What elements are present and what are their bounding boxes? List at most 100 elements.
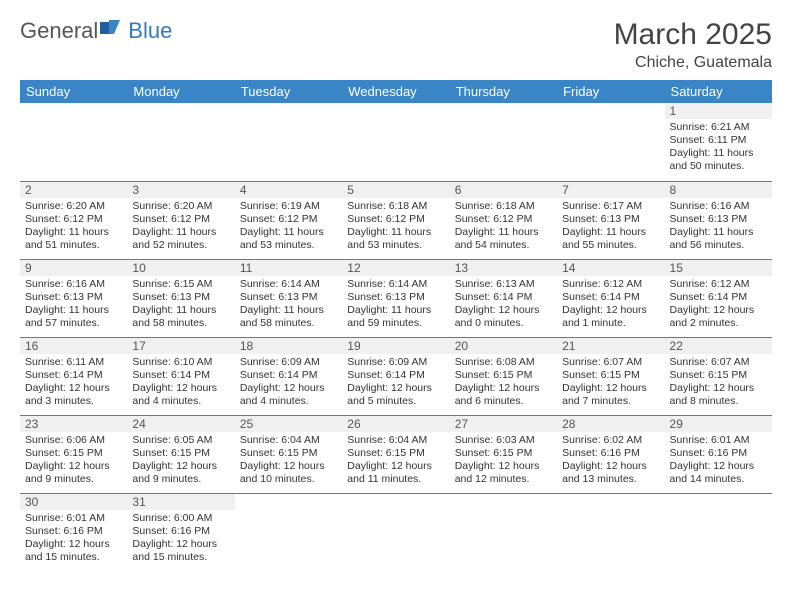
- day-info: Sunrise: 6:07 AMSunset: 6:15 PMDaylight:…: [562, 356, 659, 409]
- daylight-text: Daylight: 11 hours and 58 minutes.: [132, 304, 229, 330]
- sunrise-text: Sunrise: 6:05 AM: [132, 434, 229, 447]
- calendar-day-cell: [450, 103, 557, 181]
- calendar-week-row: 9 Sunrise: 6:16 AMSunset: 6:13 PMDaylight…: [20, 259, 772, 337]
- sunrise-text: Sunrise: 6:16 AM: [25, 278, 122, 291]
- calendar-day-cell: 29Sunrise: 6:01 AMSunset: 6:16 PMDayligh…: [665, 415, 772, 493]
- day-info: Sunrise: 6:04 AMSunset: 6:15 PMDaylight:…: [347, 434, 444, 487]
- daylight-text: Daylight: 11 hours and 55 minutes.: [562, 226, 659, 252]
- daylight-text: Daylight: 11 hours and 52 minutes.: [132, 226, 229, 252]
- sunrise-text: Sunrise: 6:04 AM: [240, 434, 337, 447]
- sunset-text: Sunset: 6:12 PM: [347, 213, 444, 226]
- sunrise-text: Sunrise: 6:06 AM: [25, 434, 122, 447]
- day-number: 2: [20, 182, 127, 198]
- calendar-day-cell: 19 Sunrise: 6:09 AMSunset: 6:14 PMDayligh…: [342, 337, 449, 415]
- sunrise-text: Sunrise: 6:08 AM: [455, 356, 552, 369]
- day-info: Sunrise: 6:20 AMSunset: 6:12 PMDaylight:…: [25, 200, 122, 253]
- day-number: 1: [665, 103, 772, 119]
- day-number: 14: [557, 260, 664, 276]
- calendar-day-cell: 17 Sunrise: 6:10 AMSunset: 6:14 PMDayligh…: [127, 337, 234, 415]
- calendar-day-cell: 2 Sunrise: 6:20 AMSunset: 6:12 PMDaylight…: [20, 181, 127, 259]
- sunset-text: Sunset: 6:15 PM: [670, 369, 767, 382]
- day-info: Sunrise: 6:10 AMSunset: 6:14 PMDaylight:…: [132, 356, 229, 409]
- weekday-header: Thursday: [450, 80, 557, 103]
- sunset-text: Sunset: 6:15 PM: [562, 369, 659, 382]
- day-number: 5: [342, 182, 449, 198]
- location: Chiche, Guatemala: [614, 54, 772, 72]
- daylight-text: Daylight: 12 hours and 10 minutes.: [240, 460, 337, 486]
- sunset-text: Sunset: 6:12 PM: [132, 213, 229, 226]
- day-info: Sunrise: 6:08 AMSunset: 6:15 PMDaylight:…: [455, 356, 552, 409]
- month-title: March 2025: [614, 18, 772, 52]
- weekday-header: Wednesday: [342, 80, 449, 103]
- day-info: Sunrise: 6:12 AMSunset: 6:14 PMDaylight:…: [562, 278, 659, 331]
- day-info: Sunrise: 6:09 AMSunset: 6:14 PMDaylight:…: [347, 356, 444, 409]
- calendar-day-cell: 4Sunrise: 6:19 AMSunset: 6:12 PMDaylight…: [235, 181, 342, 259]
- sunrise-text: Sunrise: 6:09 AM: [240, 356, 337, 369]
- calendar-day-cell: 24Sunrise: 6:05 AMSunset: 6:15 PMDayligh…: [127, 415, 234, 493]
- calendar-day-cell: [20, 103, 127, 181]
- day-number: 25: [235, 416, 342, 432]
- daylight-text: Daylight: 11 hours and 56 minutes.: [670, 226, 767, 252]
- day-info: Sunrise: 6:06 AMSunset: 6:15 PMDaylight:…: [25, 434, 122, 487]
- day-info: Sunrise: 6:01 AMSunset: 6:16 PMDaylight:…: [25, 512, 122, 565]
- calendar-day-cell: 26 Sunrise: 6:04 AMSunset: 6:15 PMDayligh…: [342, 415, 449, 493]
- calendar-day-cell: 30Sunrise: 6:01 AMSunset: 6:16 PMDayligh…: [20, 493, 127, 571]
- daylight-text: Daylight: 11 hours and 53 minutes.: [240, 226, 337, 252]
- daylight-text: Daylight: 12 hours and 9 minutes.: [25, 460, 122, 486]
- calendar-day-cell: 1Sunrise: 6:21 AMSunset: 6:11 PMDaylight…: [665, 103, 772, 181]
- day-number: 23: [20, 416, 127, 432]
- day-info: Sunrise: 6:07 AMSunset: 6:15 PMDaylight:…: [670, 356, 767, 409]
- calendar-day-cell: 7Sunrise: 6:17 AMSunset: 6:13 PMDaylight…: [557, 181, 664, 259]
- sunrise-text: Sunrise: 6:10 AM: [132, 356, 229, 369]
- daylight-text: Daylight: 11 hours and 50 minutes.: [670, 147, 767, 173]
- sunrise-text: Sunrise: 6:09 AM: [347, 356, 444, 369]
- sunrise-text: Sunrise: 6:12 AM: [670, 278, 767, 291]
- calendar-day-cell: 8Sunrise: 6:16 AMSunset: 6:13 PMDaylight…: [665, 181, 772, 259]
- day-info: Sunrise: 6:04 AMSunset: 6:15 PMDaylight:…: [240, 434, 337, 487]
- weekday-header: Tuesday: [235, 80, 342, 103]
- daylight-text: Daylight: 12 hours and 14 minutes.: [670, 460, 767, 486]
- weekday-header: Monday: [127, 80, 234, 103]
- flag-icon: [100, 18, 126, 44]
- daylight-text: Daylight: 12 hours and 8 minutes.: [670, 382, 767, 408]
- sunset-text: Sunset: 6:15 PM: [240, 447, 337, 460]
- day-info: Sunrise: 6:16 AMSunset: 6:13 PMDaylight:…: [25, 278, 122, 331]
- sunset-text: Sunset: 6:12 PM: [455, 213, 552, 226]
- sunrise-text: Sunrise: 6:04 AM: [347, 434, 444, 447]
- day-number: 31: [127, 494, 234, 510]
- day-info: Sunrise: 6:16 AMSunset: 6:13 PMDaylight:…: [670, 200, 767, 253]
- day-number: 26: [342, 416, 449, 432]
- sunset-text: Sunset: 6:13 PM: [562, 213, 659, 226]
- sunset-text: Sunset: 6:12 PM: [240, 213, 337, 226]
- day-number: 22: [665, 338, 772, 354]
- day-number: 17: [127, 338, 234, 354]
- day-info: Sunrise: 6:01 AMSunset: 6:16 PMDaylight:…: [670, 434, 767, 487]
- sunset-text: Sunset: 6:14 PM: [347, 369, 444, 382]
- weekday-header: Sunday: [20, 80, 127, 103]
- sunrise-text: Sunrise: 6:18 AM: [455, 200, 552, 213]
- logo-text-2: Blue: [128, 18, 172, 44]
- sunset-text: Sunset: 6:16 PM: [562, 447, 659, 460]
- sunset-text: Sunset: 6:11 PM: [670, 134, 767, 147]
- day-number: 19: [342, 338, 449, 354]
- day-number: 9: [20, 260, 127, 276]
- day-info: Sunrise: 6:18 AMSunset: 6:12 PMDaylight:…: [347, 200, 444, 253]
- day-info: Sunrise: 6:15 AMSunset: 6:13 PMDaylight:…: [132, 278, 229, 331]
- calendar-table: Sunday Monday Tuesday Wednesday Thursday…: [20, 80, 772, 571]
- sunset-text: Sunset: 6:12 PM: [25, 213, 122, 226]
- sunrise-text: Sunrise: 6:03 AM: [455, 434, 552, 447]
- daylight-text: Daylight: 12 hours and 1 minute.: [562, 304, 659, 330]
- calendar-day-cell: 27Sunrise: 6:03 AMSunset: 6:15 PMDayligh…: [450, 415, 557, 493]
- day-number: 16: [20, 338, 127, 354]
- day-number: 7: [557, 182, 664, 198]
- daylight-text: Daylight: 11 hours and 54 minutes.: [455, 226, 552, 252]
- sunrise-text: Sunrise: 6:01 AM: [25, 512, 122, 525]
- weekday-header: Saturday: [665, 80, 772, 103]
- calendar-day-cell: [557, 493, 664, 571]
- logo-text-1: General: [20, 18, 98, 44]
- day-info: Sunrise: 6:03 AMSunset: 6:15 PMDaylight:…: [455, 434, 552, 487]
- daylight-text: Daylight: 12 hours and 2 minutes.: [670, 304, 767, 330]
- calendar-day-cell: 23 Sunrise: 6:06 AMSunset: 6:15 PMDayligh…: [20, 415, 127, 493]
- daylight-text: Daylight: 11 hours and 59 minutes.: [347, 304, 444, 330]
- sunset-text: Sunset: 6:15 PM: [347, 447, 444, 460]
